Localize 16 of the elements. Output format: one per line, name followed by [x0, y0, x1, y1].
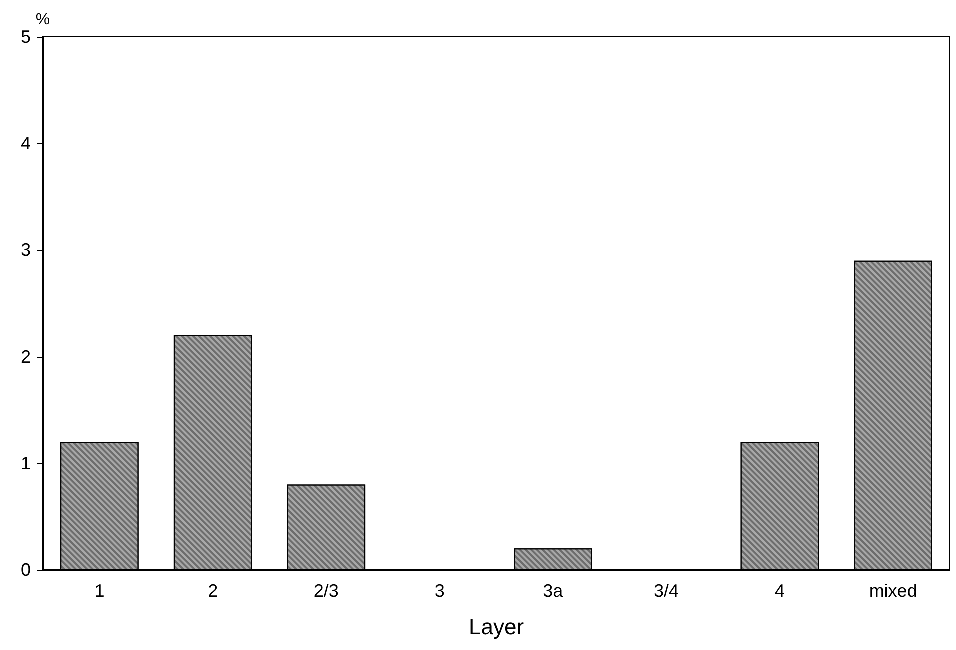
- x-tick-label: 2: [208, 581, 218, 601]
- x-tick-label: 2/3: [314, 581, 339, 601]
- y-tick-label: 0: [20, 560, 31, 580]
- x-tick-label: 4: [774, 581, 785, 601]
- x-tick-label: 3: [434, 581, 445, 601]
- x-tick-label: 1: [94, 581, 105, 601]
- x-axis-title: Layer: [468, 614, 524, 640]
- y-tick-label: 1: [20, 453, 31, 474]
- y-tick-label: 5: [20, 27, 31, 47]
- y-tick-label: 4: [20, 134, 31, 154]
- x-tick-label: mixed: [869, 581, 918, 601]
- y-tick-label: 3: [20, 240, 31, 260]
- x-tick-label: 3/4: [654, 581, 680, 601]
- y-tick-label: 2: [20, 346, 31, 367]
- x-tick-label: 3a: [543, 581, 564, 601]
- y-axis-title: %: [36, 12, 50, 29]
